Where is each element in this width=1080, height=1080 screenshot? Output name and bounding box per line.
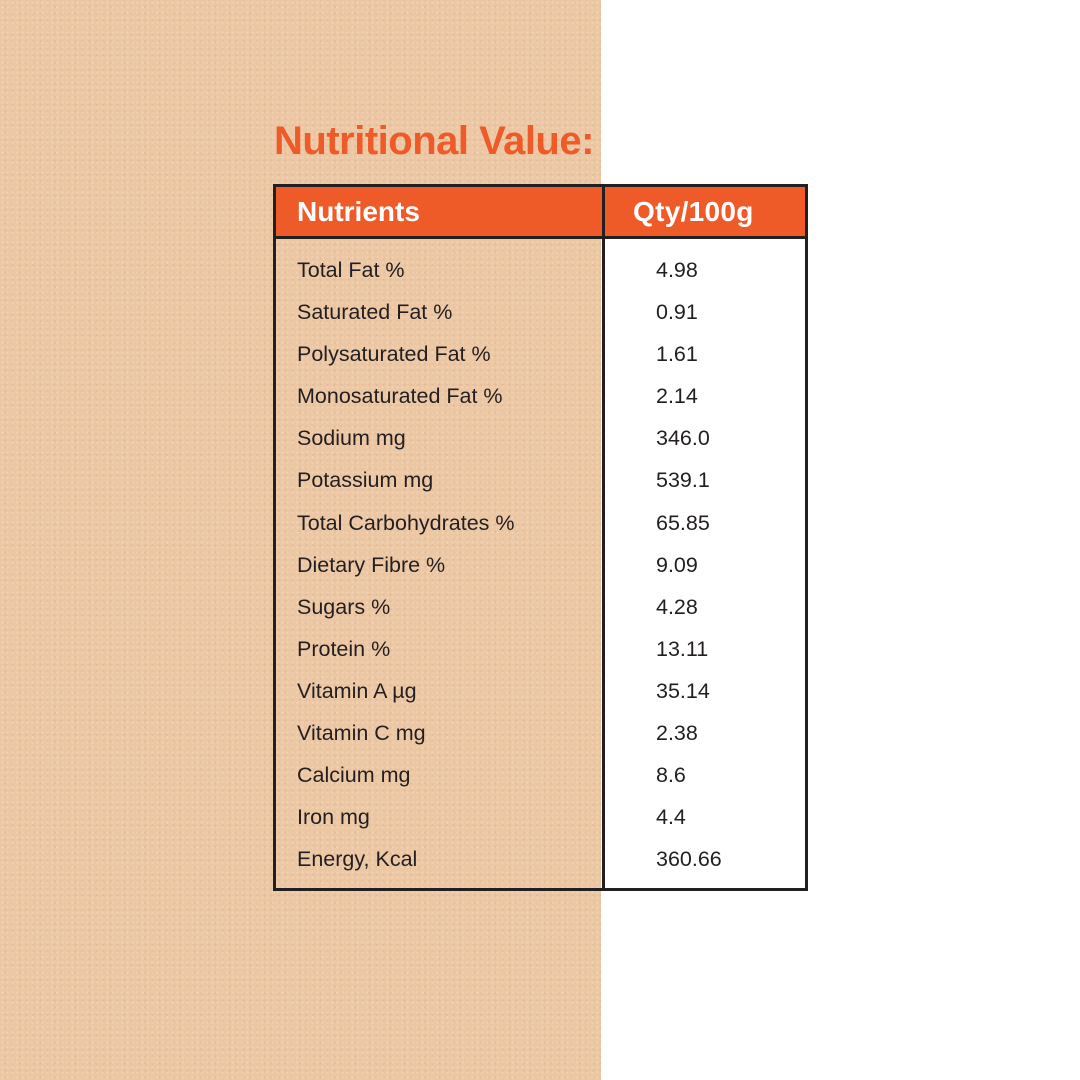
nutrient-name: Calcium mg [297,763,411,788]
table-row: Saturated Fat % 0.91 [276,291,805,333]
page-title: Nutritional Value: [274,119,594,163]
nutrient-qty: 539.1 [656,468,710,493]
column-divider [602,187,605,888]
nutrient-qty: 8.6 [656,763,686,788]
nutrient-name: Polysaturated Fat % [297,342,491,367]
nutrient-qty: 35.14 [656,678,710,703]
nutrient-qty: 360.66 [656,847,722,872]
table-row: Calcium mg 8.6 [276,754,805,796]
table-row: Monosaturated Fat % 2.14 [276,375,805,417]
table-header: Nutrients Qty/100g [276,187,805,239]
nutrient-name: Protein % [297,636,391,661]
nutrient-qty: 2.38 [656,721,698,746]
nutrient-name: Saturated Fat % [297,300,453,325]
nutrient-qty: 0.91 [656,300,698,325]
nutrient-qty: 1.61 [656,342,698,367]
table-row: Polysaturated Fat % 1.61 [276,333,805,375]
nutrient-name: Vitamin C mg [297,721,426,746]
nutrient-name: Energy, Kcal [297,847,418,872]
table-row: Vitamin C mg 2.38 [276,712,805,754]
nutrient-qty: 2.14 [656,384,698,409]
nutrient-name: Iron mg [297,805,370,830]
nutrient-qty: 346.0 [656,426,710,451]
background-textured-panel [0,0,601,1080]
background-white-panel [601,0,1080,1080]
table-row: Sodium mg 346.0 [276,417,805,459]
table-row: Potassium mg 539.1 [276,459,805,501]
nutrient-name: Vitamin A µg [297,678,417,703]
nutrient-name: Sugars % [297,594,391,619]
table-row: Total Carbohydrates % 65.85 [276,502,805,544]
column-header-nutrients: Nutrients [297,196,420,227]
table-row: Iron mg 4.4 [276,796,805,838]
table-body: Total Fat % 4.98 Saturated Fat % 0.91 Polysa… [276,249,805,880]
table-row: Sugars % 4.28 [276,586,805,628]
nutrient-name: Potassium mg [297,468,434,493]
nutrient-name: Total Carbohydrates % [297,510,515,535]
table-row: Energy, Kcal 360.66 [276,838,805,880]
nutrient-name: Dietary Fibre % [297,552,446,577]
nutrition-table: Nutrients Qty/100g Total Fat % 4.98 Satura… [273,184,808,891]
nutrient-qty: 65.85 [656,510,710,535]
nutrient-qty: 9.09 [656,552,698,577]
nutrient-qty: 13.11 [656,636,709,661]
column-header-qty: Qty/100g [633,196,754,227]
table-row: Total Fat % 4.98 [276,249,805,291]
nutrient-qty: 4.28 [656,594,698,619]
nutrient-qty: 4.4 [656,805,686,830]
table-row: Dietary Fibre % 9.09 [276,544,805,586]
nutrient-name: Sodium mg [297,426,406,451]
nutrient-qty: 4.98 [656,258,698,282]
table-row: Vitamin A µg 35.14 [276,670,805,712]
table-row: Protein % 13.11 [276,628,805,670]
nutrient-name: Monosaturated Fat % [297,384,503,409]
nutrient-name: Total Fat % [297,258,405,282]
